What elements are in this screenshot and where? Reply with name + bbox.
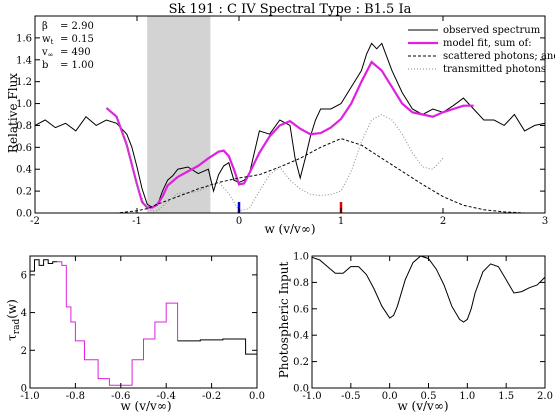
tau-ytick-label-0: 0	[21, 384, 27, 395]
parameter-1-label: wt	[42, 34, 54, 46]
main-ytick-label-0: 0.0	[16, 209, 32, 220]
main-plot-frame	[34, 15, 546, 214]
main-xtick-label-3: 1	[338, 216, 344, 227]
photo-ytick-label-1: 0.2	[293, 357, 309, 368]
main-shaded-region	[147, 16, 211, 213]
tau-ytick-label-3: 6	[21, 270, 27, 281]
tau-xtick-label-1: -0.8	[66, 391, 85, 402]
main-series-0	[34, 42, 546, 209]
main-ytick-label-2: 0.4	[16, 165, 32, 176]
photo-ytick-label-5: 1.0	[293, 252, 309, 263]
main-xtick-label-0: -2	[30, 216, 40, 227]
main-legend: observed spectrum model fit, sum of: scatt…	[408, 25, 555, 75]
tau-xtick-label-5: 0.0	[249, 391, 265, 402]
tau-ytick-label-2: 4	[21, 308, 27, 319]
main-xtick-label-1: -1	[132, 216, 142, 227]
main-x-axis-label: w (v/v∞)	[264, 222, 315, 236]
main-series-2	[35, 138, 545, 214]
figure-title: Sk 191 : C IV Spectral Type : B1.5 Ia	[169, 2, 412, 17]
tau-xtick-label-4: -0.2	[202, 391, 221, 402]
photo-ytick-label-2: 0.4	[293, 331, 309, 342]
tau-plot-frame	[29, 255, 258, 389]
main-series-1	[105, 60, 474, 209]
main-ytick-label-4: 0.8	[16, 121, 32, 132]
photo-ytick-label-4: 0.8	[293, 278, 309, 289]
tau-xtick-label-3: -0.4	[157, 391, 176, 402]
tau-series-2	[177, 338, 257, 355]
main-xtick-label-5: 3	[542, 216, 548, 227]
parameter-0-value: = 2.90	[60, 21, 94, 32]
photo-xtick-label-4: 1.0	[459, 391, 475, 402]
photo-ytick-label-3: 0.6	[293, 304, 309, 315]
tau-x-axis-label: w (v/v∞)	[120, 399, 171, 413]
main-ytick-label-8: 1.6	[16, 33, 32, 44]
photo-ytick-label-0: 0.0	[293, 384, 309, 395]
parameter-2-value: = 490	[60, 47, 91, 58]
tau-rad-panel: τrad(w) w (v/v∞) -1.0 -0.8 -0.6 -0.4 -0.2 0.0…	[5, 255, 265, 413]
legend-entry-1: model fit, sum of:	[443, 38, 532, 49]
photo-xtick-label-2: 0.0	[382, 391, 398, 402]
legend-entry-0: observed spectrum	[443, 25, 541, 36]
main-spectrum-panel: Sk 191 : C IV Spectral Type : B1.5 Ia Re…	[6, 2, 555, 236]
parameter-1-value: = 0.15	[60, 34, 94, 45]
parameter-3-value: = 1.00	[60, 60, 94, 71]
photo-x-axis-label: w (v/v∞)	[397, 399, 448, 413]
tau-y-axis-label: τrad(w)	[5, 299, 22, 341]
legend-entry-3: transmitted photons	[443, 64, 546, 75]
parameter-2-label: v∞	[41, 47, 54, 59]
tau-xtick-label-2: -0.6	[111, 391, 130, 402]
legend-entry-2: scattered photons; and	[443, 51, 555, 62]
model-parameters: β = 2.90 wt = 0.15 v∞ = 490 b = 1.00	[41, 21, 94, 71]
photo-plot-frame	[311, 255, 546, 389]
photospheric-input-panel: Photospheric Input w (v/v∞) -1.0 -0.5 0.0 0…	[277, 252, 553, 414]
photo-y-axis-label: Photospheric Input	[277, 262, 291, 379]
photo-xtick-label-0: -1.0	[302, 391, 321, 402]
main-xtick-label-2: 0	[236, 216, 242, 227]
tau-series-0	[30, 259, 58, 272]
main-ytick-label-6: 1.2	[16, 77, 32, 88]
parameter-0-label: β	[42, 21, 48, 32]
photo-xtick-label-3: 0.5	[421, 391, 437, 402]
main-series-3	[106, 107, 444, 212]
main-ytick-label-3: 0.6	[16, 143, 32, 154]
tau-xtick-label-0: -1.0	[20, 391, 39, 402]
main-y-axis-label: Relative Flux	[6, 73, 20, 153]
parameter-3-label: b	[42, 60, 48, 71]
photo-series-0	[311, 255, 546, 323]
photo-xtick-label-1: -0.5	[341, 391, 360, 402]
tau-series-1	[57, 261, 179, 386]
photo-xtick-label-6: 2.0	[537, 391, 553, 402]
main-ytick-label-5: 1.0	[16, 99, 32, 110]
main-ytick-label-7: 1.4	[16, 55, 32, 66]
main-xtick-label-4: 2	[440, 216, 446, 227]
photo-xtick-label-5: 1.5	[498, 391, 514, 402]
tau-ytick-label-1: 2	[21, 346, 27, 357]
main-ytick-label-1: 0.2	[16, 187, 32, 198]
